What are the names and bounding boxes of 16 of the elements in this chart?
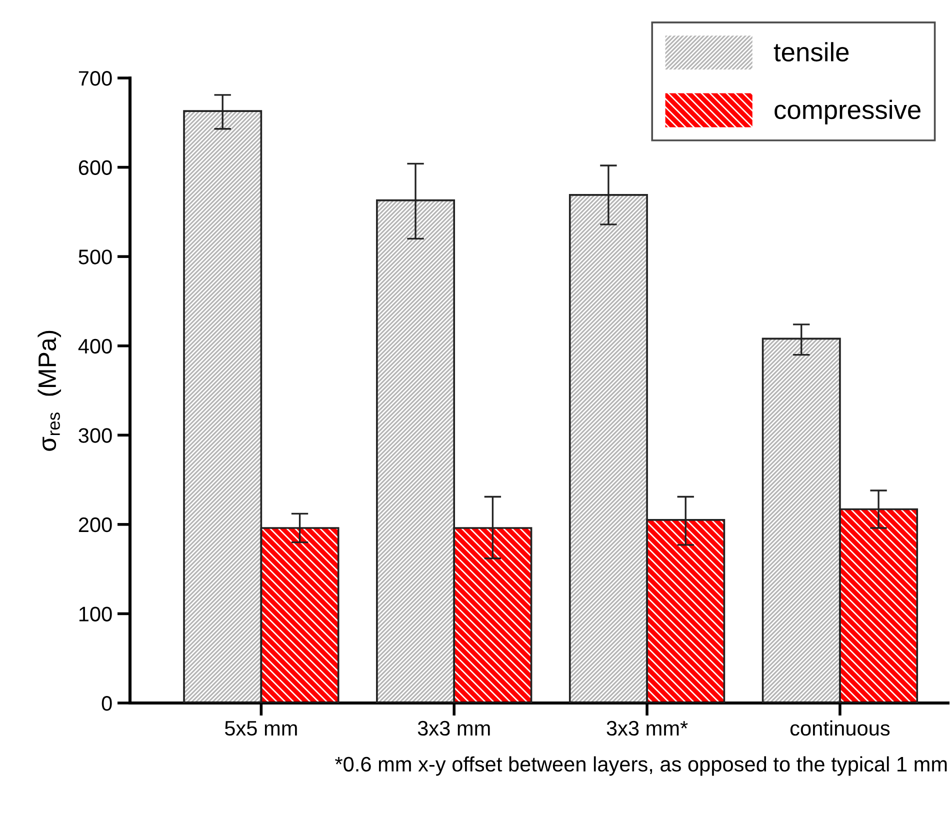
y-tick-label: 200 xyxy=(78,517,112,532)
y-tick-label: 0 xyxy=(102,696,112,711)
y-tick-label: 600 xyxy=(78,160,112,176)
y-axis-title: σ$_{res}$ (MPa) xyxy=(38,330,62,451)
y-tick-label: 100 xyxy=(79,606,112,622)
y-tick-label: 500 xyxy=(78,250,112,264)
y-tick-label: 300 xyxy=(78,428,112,443)
x-tick-label: 3x3 mm xyxy=(418,720,490,736)
x-tick-label: 5x5 mm xyxy=(224,721,297,736)
legend-label: tensile xyxy=(774,42,849,62)
x-tick-label: 3x3 mm* xyxy=(606,720,688,736)
legend-label: compressive xyxy=(774,100,920,124)
y-tick-label: 700 xyxy=(78,71,112,86)
x-tick-label: continuous xyxy=(790,720,890,736)
y-tick-label: 400 xyxy=(78,338,112,354)
text: *0.6 mm x-y offset between layers, as opposed to the typical 1 mm xyxy=(335,756,947,776)
